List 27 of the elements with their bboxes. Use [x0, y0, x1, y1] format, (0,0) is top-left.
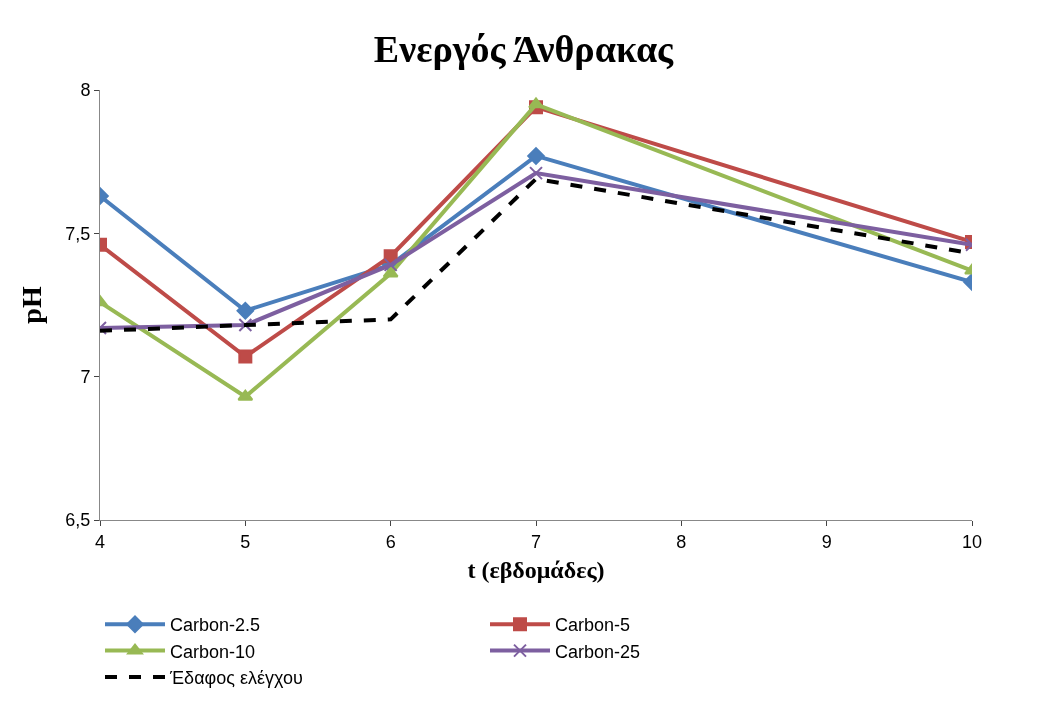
y-tick-label: 8	[80, 80, 91, 101]
x-tick-label: 9	[821, 531, 832, 552]
y-axis-title: pH	[16, 286, 48, 324]
point	[238, 318, 253, 333]
y-tick-label: 6,5	[65, 510, 91, 531]
point	[529, 166, 543, 181]
point	[382, 266, 399, 278]
legend-label: Έδαφος ελέγχου	[169, 668, 303, 689]
y-tick-label: 7	[80, 366, 91, 387]
y-tick-label: 7,5	[65, 223, 91, 244]
legend-label: Carbon-2.5	[170, 615, 261, 636]
x-tick-label: 6	[385, 531, 396, 552]
x-tick-label: 5	[240, 531, 251, 552]
x-axis-title: t (εβδομάδες)	[467, 556, 605, 583]
x-tick-label: 10	[961, 531, 983, 552]
legend-label: Carbon-25	[555, 641, 641, 662]
chart-title: Ενεργός Άνθρακας	[373, 28, 675, 70]
x-tick-label: 8	[676, 531, 687, 552]
point	[236, 301, 255, 320]
x-tick-label: 7	[530, 531, 542, 552]
legend-label: Carbon-10	[170, 641, 256, 662]
point	[237, 389, 254, 401]
point	[238, 349, 253, 364]
legend-label: Carbon-5	[555, 615, 631, 636]
x-tick-label: 4	[94, 531, 106, 552]
point	[527, 147, 545, 165]
point	[528, 97, 544, 109]
